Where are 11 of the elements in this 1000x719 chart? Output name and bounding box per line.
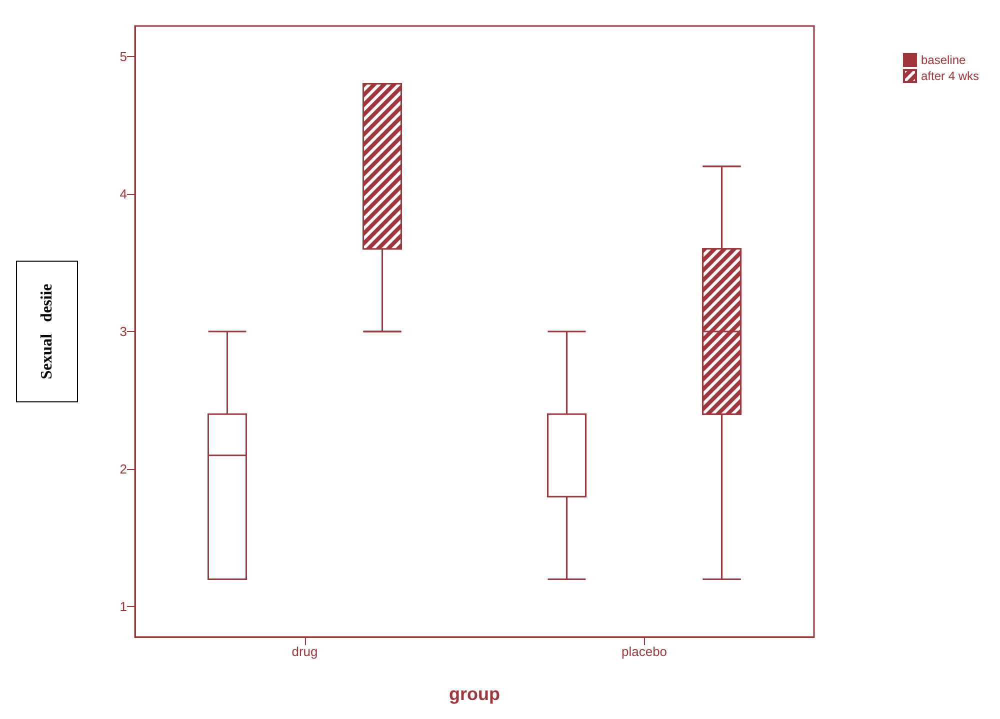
y-tick-label: 1 (120, 599, 127, 614)
y-tick-label: 2 (120, 462, 127, 477)
y-tick-label: 4 (120, 186, 127, 202)
legend-label: baseline (920, 53, 966, 67)
y-axis-title: Sexual desiie (38, 284, 56, 380)
x-tick-label: placebo (621, 644, 668, 659)
x-axis-title: group (449, 684, 500, 704)
x-tick-label: drug (292, 644, 318, 659)
y-tick-label: 5 (120, 48, 127, 64)
legend-label: after 4 wks (920, 69, 980, 83)
y-tick-label: 3 (120, 324, 127, 339)
